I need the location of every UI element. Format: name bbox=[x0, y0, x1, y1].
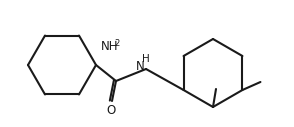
Text: 2: 2 bbox=[114, 38, 120, 47]
Text: N: N bbox=[136, 60, 144, 73]
Text: NH: NH bbox=[101, 39, 118, 52]
Text: O: O bbox=[106, 104, 116, 116]
Text: H: H bbox=[142, 54, 150, 64]
